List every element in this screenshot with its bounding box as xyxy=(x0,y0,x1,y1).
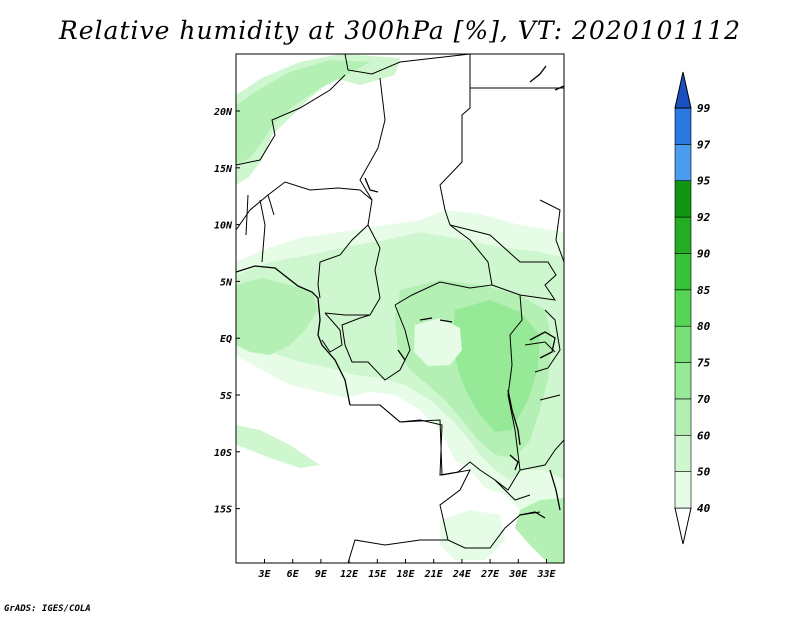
border-benin-togo xyxy=(245,194,275,263)
lat-label: 20N xyxy=(213,107,233,118)
congo-river xyxy=(397,317,453,361)
colorbar-label: 99 xyxy=(697,102,711,115)
lon-label: 18E xyxy=(396,569,415,580)
colorbar-segment xyxy=(674,325,692,363)
border-libya-niger-chad xyxy=(344,54,471,75)
border-nigeria-cameroon xyxy=(317,224,369,299)
lon-label: 33E xyxy=(536,569,556,580)
page-title: Relative humidity at 300hPa [%], VT: 202… xyxy=(58,16,742,45)
coast-lake-chad xyxy=(364,177,379,193)
humidity-shading xyxy=(236,54,564,563)
lat-label: 10S xyxy=(214,448,232,459)
latitude-labels: 20N 15N 10N 5N EQ 5S 10S 15S xyxy=(213,107,240,516)
lake-kariba xyxy=(519,511,546,519)
border-cameroon-car xyxy=(324,247,381,316)
lake-mweru xyxy=(509,454,519,471)
border-tanzania xyxy=(519,394,564,471)
lake-malawi xyxy=(549,469,561,511)
colorbar-label: 60 xyxy=(697,429,711,442)
lon-label: 3E xyxy=(257,569,271,580)
colorbar-label: 50 xyxy=(697,466,711,479)
colorbar: 40 50 60 70 75 80 85 90 92 95 97 99 xyxy=(674,71,711,545)
lat-label: EQ xyxy=(220,334,232,345)
colorbar-segment xyxy=(674,398,692,436)
colorbar-segment xyxy=(674,289,692,327)
border-chad-sudan xyxy=(439,54,471,226)
border-niger-chad xyxy=(359,77,386,249)
lat-label: 10N xyxy=(214,221,233,232)
colorbar-over-triangle xyxy=(674,71,692,109)
lat-label: 5N xyxy=(220,277,233,288)
coast-red-sea xyxy=(529,65,564,91)
colorbar-label: 97 xyxy=(697,138,711,151)
colorbar-segment xyxy=(674,144,692,182)
colorbar-label: 70 xyxy=(697,393,711,406)
rh-area-north-inner xyxy=(236,60,370,165)
lon-label: 24E xyxy=(452,569,472,580)
coast-gulf-of-guinea xyxy=(236,265,351,406)
colorbar-label: 90 xyxy=(697,247,711,260)
border-gabon xyxy=(321,312,343,353)
rh-area-south xyxy=(236,425,320,468)
border-angola xyxy=(347,404,471,563)
colorbar-segment xyxy=(674,216,692,254)
colorbar-segment xyxy=(674,471,692,509)
colorbar-segment xyxy=(674,107,692,145)
colorbar-label: 40 xyxy=(697,502,711,515)
rh-area-west-coast xyxy=(236,278,318,355)
lon-label: 6E xyxy=(287,569,300,580)
lon-label: 30E xyxy=(508,569,528,580)
rh-area-south-central xyxy=(440,510,505,560)
colorbar-label: 85 xyxy=(697,284,711,297)
border-nigeria-north xyxy=(236,181,373,231)
colorbar-segment xyxy=(674,362,692,400)
border-ethiopia xyxy=(539,199,564,263)
map-frame xyxy=(235,53,565,564)
longitude-labels: 3E 6E 9E 12E 15E 18E 21E 24E 27E 30E 33E xyxy=(257,559,557,580)
lon-label: 12E xyxy=(340,569,359,580)
colorbar-label: 75 xyxy=(697,357,711,370)
border-car-sudan xyxy=(394,224,493,306)
lon-label: 9E xyxy=(315,569,328,580)
lake-victoria xyxy=(529,331,556,359)
colorbar-label: 80 xyxy=(697,320,711,333)
coastlines xyxy=(236,65,564,519)
grads-credit: GrADS: IGES/COLA xyxy=(4,604,91,614)
border-south-sudan xyxy=(449,224,557,301)
lake-tanganyika xyxy=(507,389,521,446)
colorbar-segment xyxy=(674,253,692,291)
lat-label: 15N xyxy=(214,164,233,175)
colorbar-segment xyxy=(674,434,692,472)
rh-area-central-peak xyxy=(452,300,540,432)
border-congo xyxy=(341,304,411,381)
rh-dry-hole xyxy=(414,318,462,366)
lat-label: 15S xyxy=(214,505,232,516)
colorbar-segment xyxy=(674,180,692,218)
colorbar-under-triangle xyxy=(674,507,692,545)
lon-label: 15E xyxy=(368,569,387,580)
colorbar-label: 92 xyxy=(697,211,711,224)
border-mali-niger xyxy=(236,74,346,166)
country-borders xyxy=(236,54,564,563)
lon-label: 21E xyxy=(424,569,444,580)
border-kenya-uganda xyxy=(524,309,561,373)
lon-label: 27E xyxy=(480,569,500,580)
lat-label: 5S xyxy=(220,391,232,402)
colorbar-label: 95 xyxy=(697,175,711,188)
